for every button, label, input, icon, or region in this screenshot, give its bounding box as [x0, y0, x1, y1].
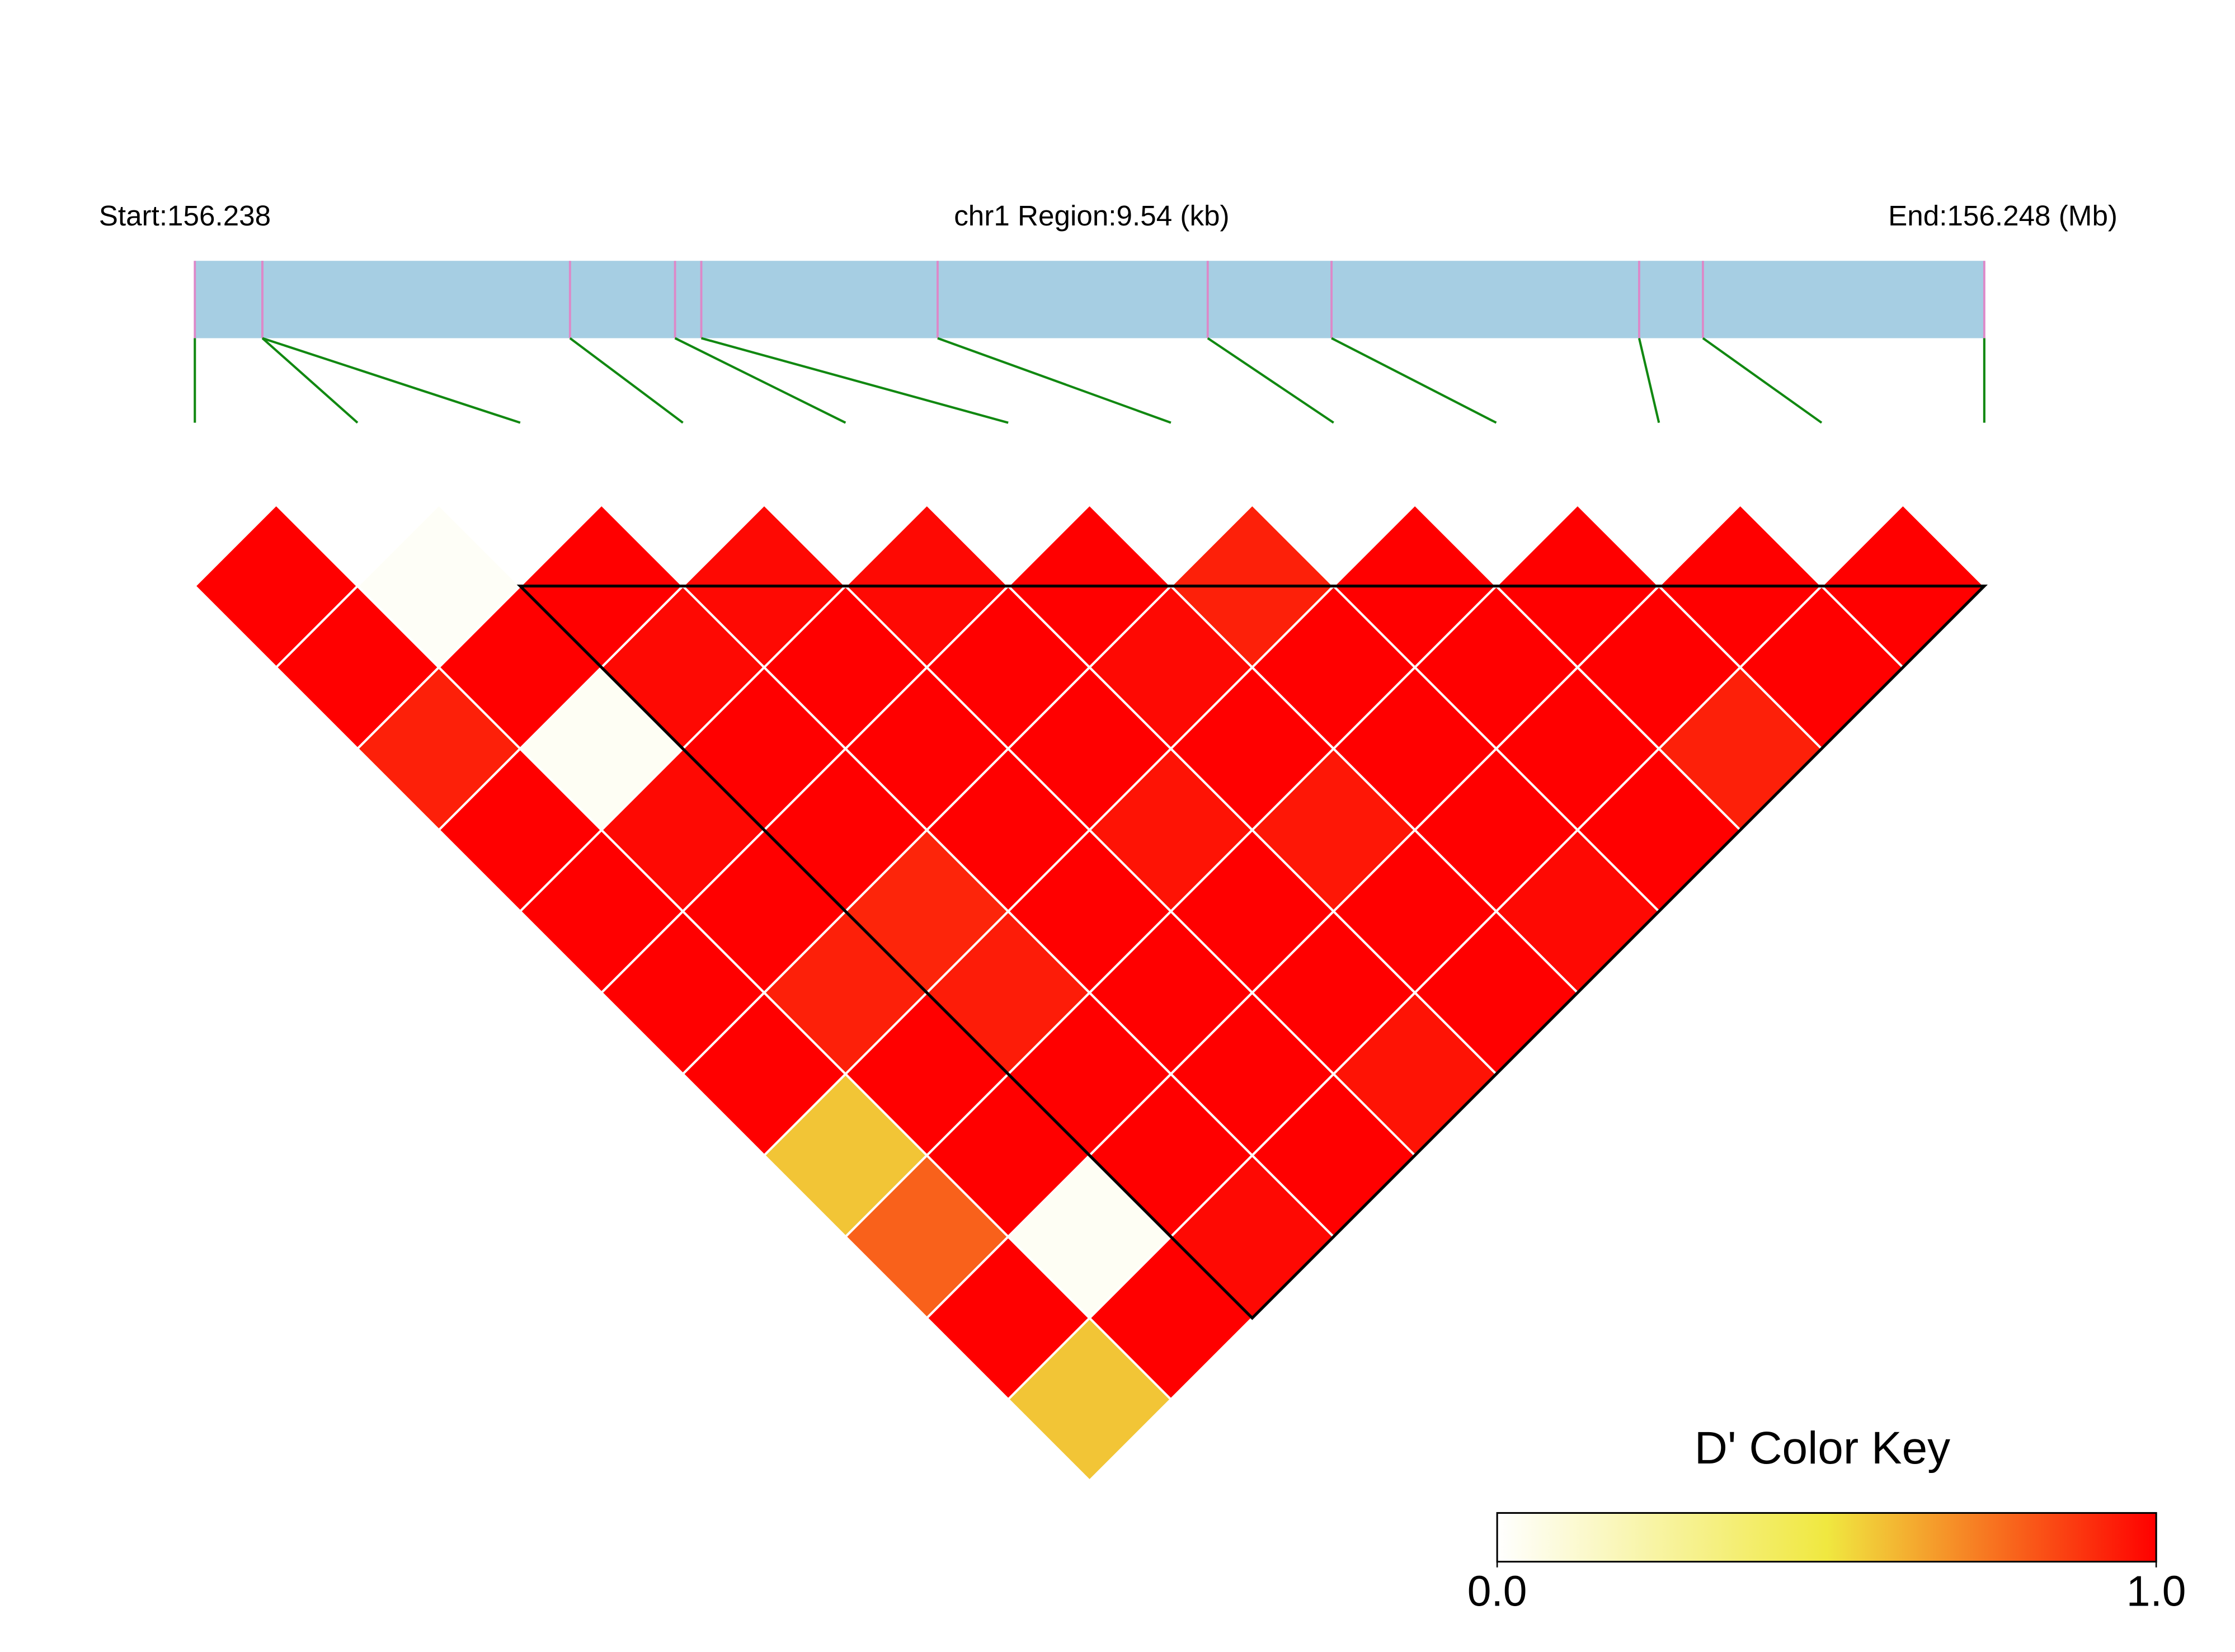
color-key-bar: [1496, 1512, 2157, 1563]
region-label: chr1 Region:9.54 (kb): [954, 200, 1229, 232]
color-key-title: D' Color Key: [1695, 1423, 1950, 1474]
start-label: Start:156.238: [99, 200, 271, 232]
color-key-tick-label: 0.0: [1467, 1568, 1527, 1616]
snp-connector: [674, 337, 846, 424]
snp-connector: [700, 337, 1009, 424]
snp-connector: [1702, 337, 1823, 424]
snp-connector: [937, 337, 1171, 424]
snp-connector: [569, 337, 684, 424]
ld-block: [516, 584, 1988, 1320]
end-label: End:156.248 (Mb): [1888, 200, 2118, 232]
snp-connector: [1638, 338, 1660, 423]
snp-connector: [1331, 337, 1497, 424]
snp-connector: [1207, 337, 1334, 424]
gene-bar: [195, 261, 1984, 338]
color-key-tick-label: 1.0: [2126, 1568, 2186, 1616]
snp-connector: [261, 337, 359, 424]
snp-connector: [262, 337, 521, 424]
